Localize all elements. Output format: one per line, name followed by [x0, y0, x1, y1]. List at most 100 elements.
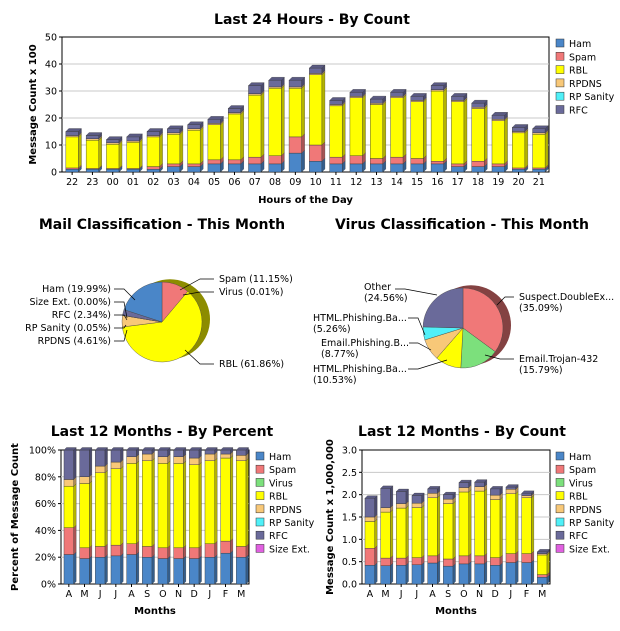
bar-ham — [236, 557, 247, 585]
bar-top-rfc — [204, 447, 218, 451]
bar-side-rbl — [531, 494, 535, 554]
legend-label-ham: Ham — [569, 39, 591, 50]
pie-leader-line — [114, 314, 128, 321]
legend-swatch-ham — [255, 451, 265, 461]
x-tick-label: M — [381, 589, 389, 600]
legend-label-rfc: RFC — [569, 106, 588, 117]
bar-side-rbl — [183, 460, 187, 549]
legend-label-rbl: RBL — [569, 492, 588, 503]
bar-top-rfc — [536, 549, 550, 552]
x-tick-label: 12 — [350, 177, 362, 188]
x-tick-label: 23 — [86, 177, 98, 188]
x-tick-label: J — [414, 589, 418, 600]
bar-spam — [110, 544, 121, 557]
bar-rfc — [521, 493, 532, 496]
bar-side-rbl — [281, 84, 285, 157]
pie-label-pct-suspect-doubleex: (35.09%) — [519, 303, 563, 314]
legend-label-size-ext: Size Ext. — [569, 544, 610, 555]
bar-rbl — [79, 483, 90, 549]
legend-label-rp-sanity: RP Sanity — [269, 518, 315, 529]
bar-top-rfc — [521, 490, 535, 494]
x-tick-label: N — [175, 589, 182, 600]
bar-ham — [189, 558, 200, 585]
bar-rpdns — [430, 89, 444, 92]
bar-top-rfc — [146, 128, 163, 132]
bar-rpdns — [490, 494, 501, 500]
bar-rbl — [126, 142, 140, 169]
bar-rbl — [458, 491, 469, 557]
bar-side-rbl — [78, 133, 82, 169]
bar-side-rbl — [104, 469, 108, 547]
bar-side-rbl — [321, 71, 326, 146]
x-tick-label: A — [429, 589, 436, 600]
bar-top-rfc — [106, 136, 123, 140]
bar-top-rfc — [79, 447, 93, 451]
bar-rpdns — [157, 456, 168, 464]
x-tick-label: F — [524, 589, 529, 600]
bar-ham — [458, 563, 469, 585]
x-tick-label: D — [492, 589, 499, 600]
bar-rbl — [443, 503, 454, 560]
bar-ham — [110, 555, 121, 585]
bar-rbl — [142, 460, 153, 547]
bar-spam — [390, 156, 404, 165]
bar-rfc — [85, 135, 99, 139]
bar-rfc — [173, 449, 184, 457]
x-tick-label: 04 — [188, 177, 200, 188]
bar-rfc — [157, 449, 168, 457]
bar-top-rfc — [511, 124, 529, 128]
bar-rpdns — [451, 100, 465, 102]
chart-title: Last 24 Hours - By Count — [214, 12, 410, 28]
x-tick-label: 15 — [411, 177, 423, 188]
bar-rpdns — [268, 86, 282, 89]
bar-rbl — [364, 521, 375, 549]
bar-side-rbl — [301, 84, 305, 138]
pie-label-pct-html-phishing-ba-10-53: (10.53%) — [313, 375, 357, 386]
legend-swatch-spam — [555, 464, 565, 474]
legend-label-rp-sanity: RP Sanity — [569, 92, 615, 103]
x-tick-label: 10 — [310, 177, 322, 188]
bar-top-rfc — [126, 447, 140, 451]
bar-rpdns — [370, 102, 384, 105]
x-tick-label: J — [508, 589, 512, 600]
bar-side-rbl — [382, 101, 386, 159]
bar-rfc — [95, 449, 106, 467]
bar-ham — [146, 169, 160, 173]
bar-rbl — [63, 485, 74, 528]
bar-top-rfc — [235, 447, 249, 451]
bar-top-rfc — [369, 95, 387, 100]
bar-ham — [309, 160, 323, 173]
bar-side-rbl — [120, 465, 124, 546]
bar-rfc — [126, 449, 137, 457]
y-tick-label: 10 — [45, 141, 57, 152]
bar-top-rfc — [188, 447, 202, 451]
bar-spam — [349, 155, 363, 165]
bar-rfc — [410, 96, 424, 101]
bar-ham — [227, 163, 241, 173]
pie-slice-suspect-doubleex — [462, 287, 504, 352]
bar-rfc — [491, 115, 505, 120]
bar-side-ham — [390, 562, 394, 585]
bar-rfc — [427, 488, 438, 494]
bar-rbl — [349, 97, 363, 156]
legend-swatch-ham — [555, 38, 565, 48]
bar-top-rfc — [173, 447, 187, 451]
chart-12-months-percent: Last 12 Months - By Percent 0% 20% 40% 60% 80… — [10, 424, 315, 617]
legend-swatch-rpdns — [555, 504, 565, 514]
bar-spam — [220, 540, 231, 554]
y-tick-label: 2.5 — [342, 468, 357, 479]
bar-rbl — [189, 464, 200, 549]
bar-side-rbl — [484, 488, 488, 557]
y-tick-label: 80% — [35, 472, 56, 483]
bar-ham — [505, 562, 516, 585]
bar-side-rbl — [452, 500, 456, 560]
pie-label-pct-html-phishing-ba-5-26: (5.26%) — [313, 324, 351, 335]
bar-rpdns — [396, 503, 407, 509]
pie-label-pct-email-trojan-432: (15.79%) — [519, 365, 563, 376]
legend-swatch-rbl — [555, 491, 565, 500]
bar-rfc — [512, 127, 526, 132]
bar-rbl — [157, 463, 168, 549]
bar-rfc — [458, 482, 469, 488]
bar-rfc — [268, 79, 282, 88]
bar-top-rfc — [63, 447, 77, 451]
